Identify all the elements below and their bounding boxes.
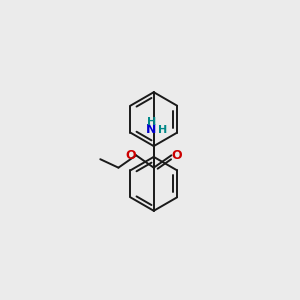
- Text: O: O: [172, 149, 182, 162]
- Text: O: O: [125, 149, 136, 162]
- Text: N: N: [146, 123, 157, 136]
- Text: H: H: [147, 117, 156, 127]
- Text: H: H: [158, 125, 167, 135]
